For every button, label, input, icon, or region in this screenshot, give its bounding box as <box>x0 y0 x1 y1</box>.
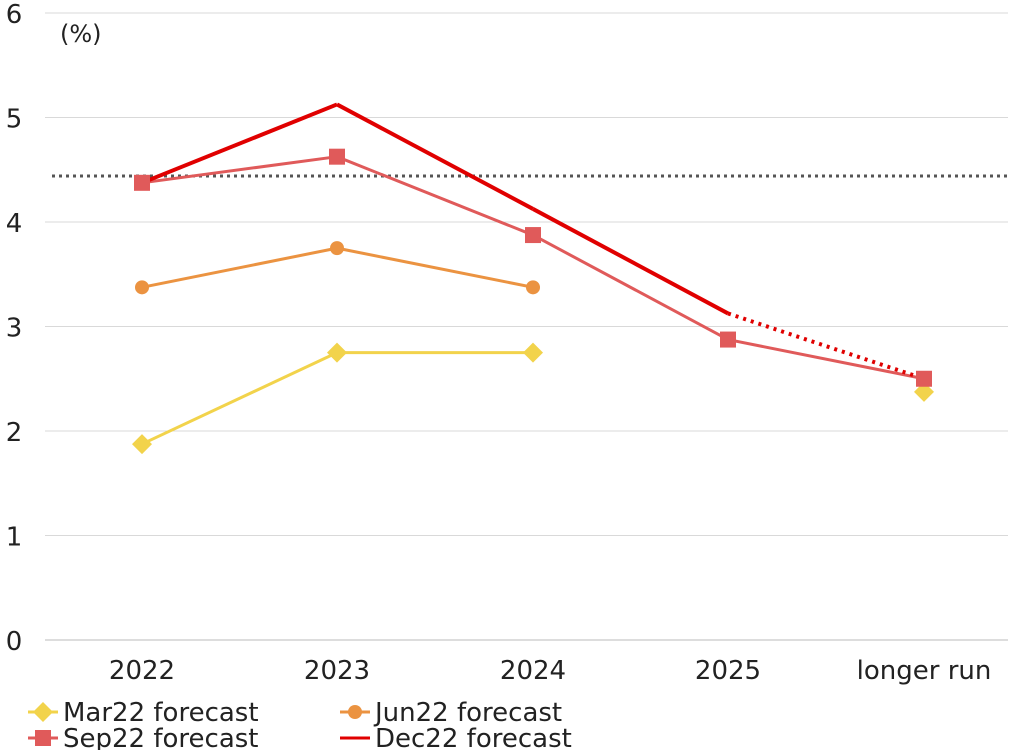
legend-marker <box>348 705 362 719</box>
data-point <box>132 434 152 455</box>
y-tick-label: 6 <box>6 0 23 30</box>
data-point <box>525 227 541 244</box>
legend-item: Dec22 forecast <box>340 724 572 754</box>
series-line-segment <box>532 233 729 341</box>
legend-item: Mar22 forecast <box>28 698 259 728</box>
x-tick-label: 2023 <box>304 656 370 686</box>
x-tick-label: 2025 <box>695 656 761 686</box>
series-line-segment <box>336 102 534 211</box>
legend-label: Dec22 forecast <box>375 724 572 750</box>
data-point <box>914 381 934 402</box>
series-line-segment <box>141 102 338 185</box>
data-point <box>526 280 540 295</box>
data-point <box>135 280 149 295</box>
y-tick-label: 1 <box>6 523 23 553</box>
x-tick-label: 2022 <box>109 656 175 686</box>
series-line-segment <box>532 207 729 316</box>
legend-marker <box>33 702 53 722</box>
data-point <box>134 174 150 191</box>
data-point <box>720 331 736 348</box>
legend-item: Jun22 forecast <box>340 698 562 728</box>
y-tick-label: 3 <box>6 314 23 344</box>
series-line-segment <box>141 155 338 185</box>
legend-item: Sep22 forecast <box>28 724 259 754</box>
y-tick-label: 4 <box>6 209 23 239</box>
data-point <box>329 148 345 165</box>
series-line-segment <box>727 338 925 381</box>
legend-label: Jun22 forecast <box>373 698 562 728</box>
x-tick-label: longer run <box>857 656 992 686</box>
y-tick-label: 5 <box>6 105 23 135</box>
data-point <box>330 241 344 256</box>
series-line-segment <box>336 246 534 289</box>
legend-label: Sep22 forecast <box>63 724 259 750</box>
data-point <box>523 342 543 363</box>
series-line-segment <box>141 246 338 289</box>
data-point <box>327 342 347 363</box>
series-line-segment <box>141 351 338 446</box>
x-tick-label: 2024 <box>500 656 566 686</box>
series-line-segment <box>336 155 534 237</box>
data-point <box>916 370 932 387</box>
legend-label: Mar22 forecast <box>63 698 259 728</box>
y-tick-label: 2 <box>6 418 23 448</box>
legend-marker <box>35 730 51 746</box>
series-line-segment <box>727 311 925 381</box>
y-tick-label: 0 <box>6 627 23 657</box>
unit-label: (%) <box>60 20 102 48</box>
